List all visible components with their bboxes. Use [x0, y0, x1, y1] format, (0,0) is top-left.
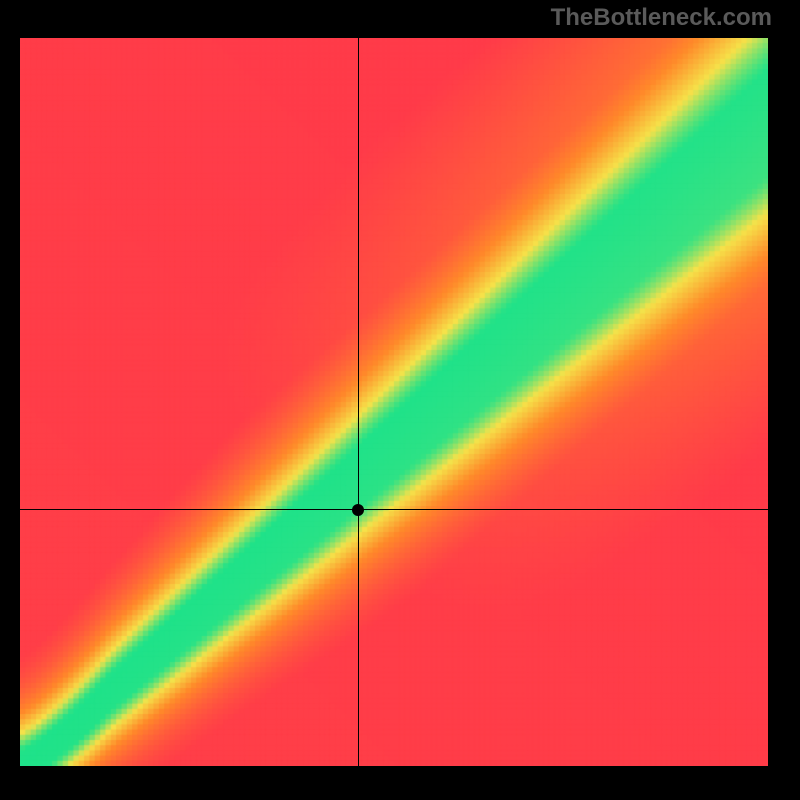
chart-container: TheBottleneck.com	[0, 0, 800, 800]
data-point-marker	[352, 504, 364, 516]
heatmap-plot	[20, 38, 768, 766]
crosshair-vertical	[358, 38, 359, 766]
watermark-text: TheBottleneck.com	[551, 4, 772, 32]
crosshair-horizontal	[20, 509, 768, 510]
heatmap-canvas	[20, 38, 768, 766]
